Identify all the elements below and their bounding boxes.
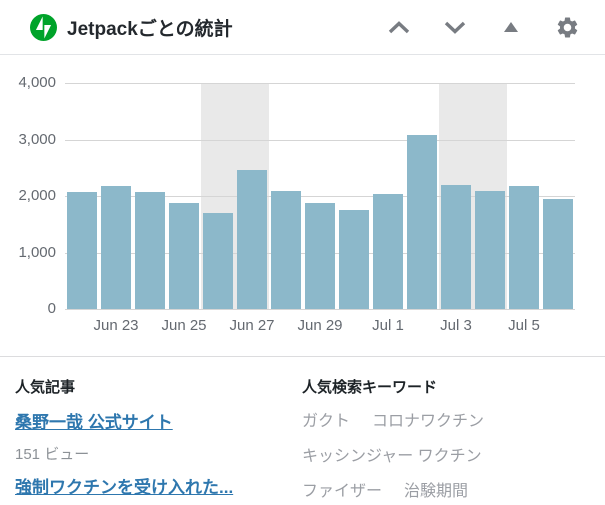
- gridline: [65, 83, 575, 84]
- search-term: コロナワクチン: [372, 413, 485, 430]
- post-link[interactable]: 桑野一哉 公式サイト: [15, 413, 173, 432]
- widget-footer: 人気記事 桑野一哉 公式サイト 151 ビュー強制ワクチンを受け入れた... 人気…: [0, 357, 605, 504]
- search-term: ガクト: [302, 413, 351, 430]
- x-axis-tick-label: Jun 23: [93, 317, 139, 334]
- chevron-up-icon: [388, 20, 410, 33]
- x-axis-tick-label: Jul 5: [508, 317, 540, 334]
- bar-jun-25[interactable]: [169, 202, 199, 309]
- x-axis-tick-label: Jun 27: [229, 317, 275, 334]
- x-axis-tick-label: Jun 29: [297, 317, 343, 334]
- gridline: [65, 309, 575, 310]
- x-axis-tick-label: Jul 3: [440, 317, 472, 334]
- bar-jun-26[interactable]: [203, 212, 233, 309]
- settings-button[interactable]: [539, 7, 595, 47]
- widget-controls: [371, 7, 595, 47]
- top-posts-list: 桑野一哉 公式サイト 151 ビュー強制ワクチンを受け入れた...: [15, 412, 302, 504]
- widget-title: Jetpackごとの統計: [67, 18, 233, 40]
- y-axis-tick-label: 0: [47, 300, 56, 317]
- search-term: キッシンジャー ワクチン: [302, 448, 482, 465]
- section-divider: [0, 356, 605, 357]
- bar-jun-22[interactable]: [67, 192, 97, 309]
- search-terms-list: ガクト コロナワクチンキッシンジャー ワクチンファイザー 治験期間: [302, 412, 587, 504]
- bar-jun-24[interactable]: [135, 192, 165, 309]
- bar-jul-4[interactable]: [475, 190, 505, 309]
- top-search-terms-section: 人気検索キーワード ガクト コロナワクチンキッシンジャー ワクチンファイザー 治験期…: [302, 372, 591, 504]
- move-up-button[interactable]: [371, 7, 427, 47]
- x-axis-tick-label: Jul 1: [372, 317, 404, 334]
- collapse-button[interactable]: [483, 7, 539, 47]
- gear-icon: [557, 16, 577, 37]
- bar-jul-5[interactable]: [509, 186, 539, 309]
- y-axis-tick-label: 3,000: [18, 130, 56, 148]
- y-axis-tick-label: 1,000: [18, 243, 56, 261]
- y-axis-tick-label: 4,000: [18, 74, 56, 91]
- search-term: 治験期間: [404, 483, 469, 500]
- gridline: [65, 196, 575, 197]
- move-down-button[interactable]: [427, 7, 483, 47]
- chart-plot-area: [65, 83, 575, 310]
- top-posts-section: 人気記事 桑野一哉 公式サイト 151 ビュー強制ワクチンを受け入れた...: [15, 372, 302, 504]
- bar-jun-28[interactable]: [271, 190, 301, 309]
- post-view-count: 151 ビュー: [15, 446, 90, 463]
- gridline: [65, 139, 575, 141]
- bar-jul-2[interactable]: [407, 134, 437, 309]
- search-term: ファイザー: [302, 483, 383, 500]
- jetpack-logo-icon: [30, 13, 57, 41]
- post-link[interactable]: 強制ワクチンを受け入れた...: [15, 478, 234, 497]
- bar-jun-29[interactable]: [305, 202, 335, 309]
- x-axis-tick-label: Jun 25: [161, 317, 207, 334]
- bar-jul-3[interactable]: [441, 185, 471, 309]
- bar-jun-23[interactable]: [101, 186, 131, 309]
- widget-header: Jetpackごとの統計: [0, 0, 605, 55]
- chevron-down-icon: [444, 21, 466, 34]
- bar-jun-27[interactable]: [237, 170, 267, 309]
- triangle-up-icon: [504, 22, 518, 32]
- top-posts-heading: 人気記事: [15, 379, 76, 396]
- bar-jul-6[interactable]: [543, 198, 573, 309]
- stats-bar-chart: 4,000 3,000 2,000 1,000 0 Jun 23 Jun 25 Jun 27 J…: [0, 55, 605, 356]
- bar-jul-1[interactable]: [373, 193, 403, 309]
- y-axis-tick-label: 2,000: [18, 187, 56, 204]
- top-search-terms-heading: 人気検索キーワード: [302, 379, 438, 396]
- bar-jun-30[interactable]: [339, 209, 369, 309]
